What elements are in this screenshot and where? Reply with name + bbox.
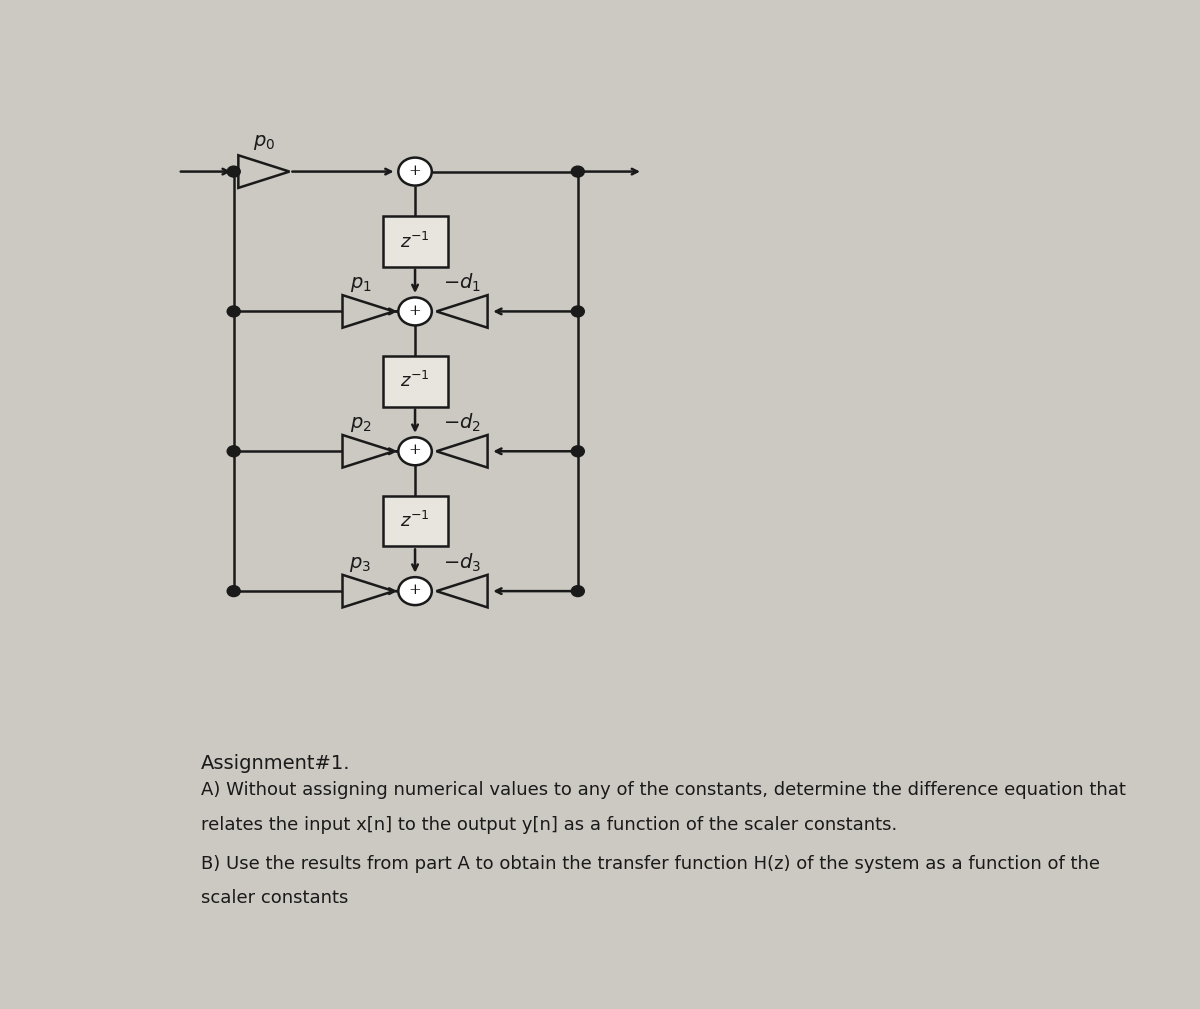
- Circle shape: [227, 585, 240, 596]
- Text: $p_0$: $p_0$: [253, 133, 275, 152]
- Circle shape: [571, 306, 584, 317]
- Text: A) Without assigning numerical values to any of the constants, determine the dif: A) Without assigning numerical values to…: [202, 781, 1126, 799]
- Text: scaler constants: scaler constants: [202, 889, 348, 907]
- Polygon shape: [342, 295, 394, 328]
- Text: +: +: [409, 304, 421, 318]
- Circle shape: [227, 446, 240, 457]
- Circle shape: [227, 166, 240, 177]
- Polygon shape: [437, 295, 487, 328]
- Bar: [383, 496, 448, 547]
- Text: Assignment#1.: Assignment#1.: [202, 755, 350, 773]
- Text: $-d_2$: $-d_2$: [443, 412, 481, 434]
- Polygon shape: [437, 435, 487, 467]
- Polygon shape: [437, 575, 487, 607]
- Circle shape: [398, 437, 432, 465]
- Text: $z^{-1}$: $z^{-1}$: [400, 371, 430, 391]
- Text: +: +: [409, 163, 421, 178]
- Circle shape: [398, 298, 432, 326]
- Text: $z^{-1}$: $z^{-1}$: [400, 512, 430, 532]
- Text: $-d_3$: $-d_3$: [443, 552, 481, 574]
- Text: +: +: [409, 583, 421, 597]
- Bar: [383, 216, 448, 266]
- Circle shape: [571, 585, 584, 596]
- Text: B) Use the results from part A to obtain the transfer function H(z) of the syste: B) Use the results from part A to obtain…: [202, 856, 1100, 873]
- Circle shape: [571, 166, 584, 177]
- Circle shape: [571, 446, 584, 457]
- Bar: [383, 356, 448, 407]
- Polygon shape: [342, 435, 394, 467]
- Circle shape: [398, 157, 432, 186]
- Text: $p_1$: $p_1$: [349, 275, 371, 295]
- Text: $p_2$: $p_2$: [349, 415, 371, 434]
- Circle shape: [398, 577, 432, 605]
- Text: relates the input x[n] to the output y[n] as a function of the scaler constants.: relates the input x[n] to the output y[n…: [202, 816, 898, 834]
- Polygon shape: [342, 575, 394, 607]
- Circle shape: [227, 306, 240, 317]
- Text: +: +: [409, 444, 421, 457]
- Text: $z^{-1}$: $z^{-1}$: [400, 231, 430, 251]
- Text: $p_3$: $p_3$: [349, 555, 372, 574]
- Polygon shape: [239, 155, 289, 188]
- Text: $-d_1$: $-d_1$: [443, 272, 481, 295]
